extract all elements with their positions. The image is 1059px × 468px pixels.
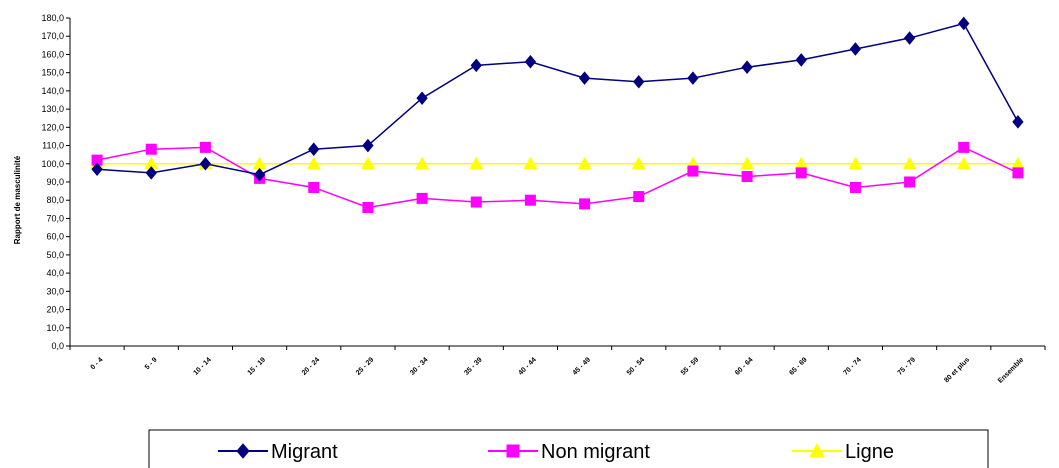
x-tick-label: 10 - 14: [192, 356, 212, 376]
x-tick-label: 75 - 79: [897, 356, 917, 376]
legend-marker-migrant: [236, 443, 250, 459]
x-tick-label: 0 - 4: [90, 356, 105, 371]
data-point-ligne: [415, 156, 429, 170]
series-line-migrant: [97, 22, 1019, 176]
legend-label-migrant: Migrant: [271, 441, 338, 463]
data-point-ligne: [956, 156, 971, 170]
legend-label-non-migrant: Non migrant: [541, 441, 650, 463]
data-point-non-migrant: [579, 198, 591, 210]
x-tick-label: 20 - 24: [301, 356, 321, 376]
data-point-migrant: [145, 166, 157, 180]
data-point-migrant: [687, 71, 699, 85]
y-tick-label: 10,0: [46, 323, 64, 333]
y-tick-label: 60,0: [46, 232, 64, 242]
data-point-non-migrant: [958, 141, 970, 153]
data-point-ligne: [848, 156, 863, 170]
data-point-ligne: [577, 156, 592, 170]
data-point-migrant: [578, 71, 591, 85]
data-point-ligne: [469, 156, 484, 170]
y-tick-label: 90,0: [46, 177, 64, 187]
data-point-migrant: [741, 60, 753, 74]
data-point-migrant: [849, 42, 862, 56]
data-point-migrant: [1012, 115, 1024, 129]
y-tick-label: 30,0: [46, 286, 64, 296]
y-tick-label: 170,0: [41, 31, 64, 41]
x-tick-label: 65 - 69: [788, 356, 808, 376]
y-tick-label: 120,0: [41, 122, 64, 132]
data-point-ligne: [306, 156, 321, 170]
data-point-non-migrant: [308, 181, 320, 193]
data-point-non-migrant: [687, 165, 699, 177]
x-tick-label: 15 - 19: [247, 356, 267, 376]
y-tick-label: 130,0: [41, 104, 64, 114]
data-point-non-migrant: [741, 171, 753, 183]
data-point-non-migrant: [416, 192, 428, 204]
data-point-migrant: [470, 58, 482, 73]
y-tick-label: 160,0: [41, 49, 64, 59]
x-tick-label: 70 - 74: [842, 356, 862, 376]
y-tick-label: 20,0: [46, 305, 64, 315]
y-tick-label: 70,0: [46, 213, 64, 223]
data-point-ligne: [740, 156, 754, 170]
x-tick-label: 25 - 29: [355, 356, 375, 376]
data-point-migrant: [524, 54, 537, 69]
data-point-migrant: [903, 31, 916, 45]
data-point-non-migrant: [199, 141, 211, 153]
plot-area: 0,0 10,0 20,0 30,0 40,0 50,0 60,0 70,0 80,0 90,0 1…: [41, 13, 1046, 385]
legend: Migrant Non migrant Ligne: [148, 429, 989, 468]
data-point-migrant: [416, 91, 428, 105]
data-point-non-migrant: [633, 191, 645, 203]
data-point-migrant: [91, 162, 103, 177]
data-point-migrant: [253, 167, 266, 182]
x-tick-label: 40 - 44: [517, 356, 537, 376]
data-point-non-migrant: [145, 143, 157, 155]
y-tick-label: 180,0: [41, 13, 64, 23]
data-point-non-migrant: [849, 181, 861, 193]
y-tick-label: 40,0: [46, 268, 64, 278]
data-point-non-migrant: [524, 194, 536, 206]
data-point-ligne: [631, 156, 646, 170]
x-tick-label: 80 et plus: [943, 356, 971, 384]
data-point-migrant: [795, 53, 807, 67]
series-line-non-migrant: [96, 146, 1019, 209]
y-tick-label: 0,0: [51, 341, 64, 351]
legend-box: [148, 429, 989, 468]
data-point-non-migrant: [470, 196, 482, 208]
data-point-non-migrant: [1012, 167, 1024, 179]
data-point-migrant: [199, 156, 212, 171]
x-tick-label: 55 - 59: [680, 356, 700, 376]
x-tick-label: 35 - 39: [463, 356, 483, 376]
data-point-migrant: [362, 138, 374, 153]
y-tick-label: 110,0: [42, 141, 64, 151]
y-tick-label: 100,0: [41, 159, 64, 169]
legend-marker-non-migrant: [506, 444, 520, 458]
x-tick-label: 50 - 54: [626, 356, 646, 376]
data-point-ligne: [902, 156, 917, 170]
legend-marker-ligne: [809, 442, 825, 458]
legend-label-ligne: Ligne: [845, 441, 894, 463]
x-tick-label: 45 - 49: [572, 356, 592, 376]
y-axis-title: Rapport de masculinité: [13, 155, 22, 244]
data-point-ligne: [361, 156, 375, 170]
data-point-ligne: [523, 156, 538, 170]
x-tick-label: 30 - 34: [409, 356, 429, 376]
x-tick-label: Ensemble: [997, 356, 1025, 384]
data-point-non-migrant: [362, 202, 374, 214]
data-point-non-migrant: [795, 167, 807, 179]
y-tick-label: 50,0: [46, 250, 64, 260]
y-tick-label: 80,0: [46, 195, 64, 205]
y-tick-label: 140,0: [41, 86, 64, 96]
data-point-migrant: [958, 16, 970, 31]
data-point-migrant: [308, 142, 320, 156]
y-tick-label: 150,0: [41, 68, 64, 78]
data-point-non-migrant: [904, 176, 916, 188]
x-tick-label: 5 - 9: [144, 356, 159, 371]
data-point-migrant: [633, 74, 645, 89]
x-tick-label: 60 - 64: [734, 356, 754, 376]
